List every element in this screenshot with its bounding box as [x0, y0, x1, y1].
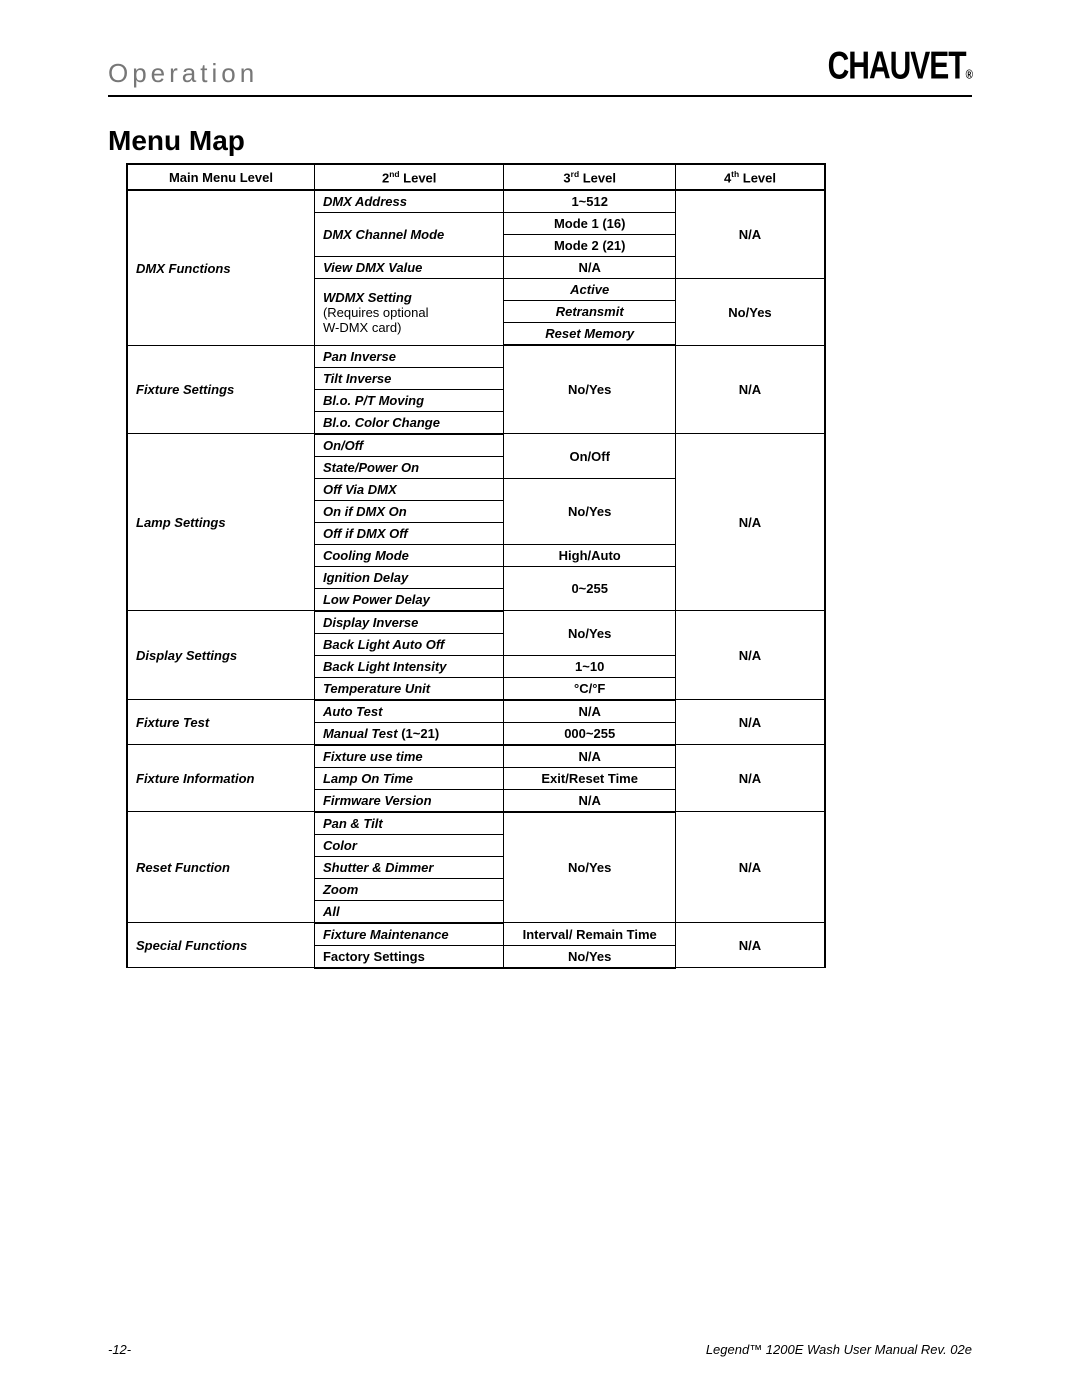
l2: Off Via DMX [314, 478, 503, 500]
menu-map-table: Main Menu Level 2nd Level 3rd Level 4th … [126, 163, 826, 969]
l2: Color [314, 834, 503, 856]
l3: N/A [504, 257, 676, 279]
l4: N/A [675, 812, 825, 923]
l2: Pan Inverse [314, 345, 503, 367]
l3: Interval/ Remain Time [504, 923, 676, 946]
l3: No/Yes [504, 812, 676, 923]
table-row: DMX Functions DMX Address 1~512 N/A [127, 190, 825, 213]
l3: Exit/Reset Time [504, 767, 676, 789]
l2: Auto Test [314, 700, 503, 723]
l3: Mode 1 (16) [504, 213, 676, 235]
l3: N/A [504, 745, 676, 768]
l3: N/A [504, 789, 676, 812]
l2: Factory Settings [314, 945, 503, 968]
l4: No/Yes [675, 279, 825, 346]
logo-text: CHAUVET [828, 45, 966, 88]
l3: No/Yes [504, 945, 676, 968]
l2: State/Power On [314, 456, 503, 478]
page-number: -12- [108, 1342, 131, 1357]
l2: Back Light Intensity [314, 655, 503, 677]
l3: 1~512 [504, 190, 676, 213]
table-row: Fixture Test Auto Test N/A N/A [127, 700, 825, 723]
l2: Zoom [314, 878, 503, 900]
l2: On if DMX On [314, 500, 503, 522]
th-3rd: 3rd Level [504, 164, 676, 190]
l3: Active [504, 279, 676, 301]
section-name: Operation [108, 58, 258, 89]
main-fixture: Fixture Settings [127, 345, 314, 434]
l3: N/A [504, 700, 676, 723]
l2: Fixture use time [314, 745, 503, 768]
l2: On/Off [314, 434, 503, 457]
l2: Ignition Delay [314, 566, 503, 588]
l4: N/A [675, 434, 825, 611]
th-2nd: 2nd Level [314, 164, 503, 190]
l3: High/Auto [504, 544, 676, 566]
l4: N/A [675, 190, 825, 279]
l2: Off if DMX Off [314, 522, 503, 544]
l3: Mode 2 (21) [504, 235, 676, 257]
table-row: Fixture Settings Pan Inverse No/Yes N/A [127, 345, 825, 367]
main-display: Display Settings [127, 611, 314, 700]
l2: View DMX Value [314, 257, 503, 279]
l4: N/A [675, 611, 825, 700]
l2: Tilt Inverse [314, 367, 503, 389]
main-info: Fixture Information [127, 745, 314, 812]
logo-reg: ® [966, 68, 972, 82]
document-page: Operation CHAUVET® Menu Map Main Menu Le… [0, 0, 1080, 1397]
l4: N/A [675, 745, 825, 812]
l2: Low Power Delay [314, 588, 503, 611]
table-row: Reset Function Pan & Tilt No/Yes N/A [127, 812, 825, 835]
th-4th: 4th Level [675, 164, 825, 190]
l3: Reset Memory [504, 323, 676, 346]
l2: Bl.o. Color Change [314, 411, 503, 434]
l2: Pan & Tilt [314, 812, 503, 835]
table-row: Display Settings Display Inverse No/Yes … [127, 611, 825, 634]
l2: All [314, 900, 503, 923]
table-row: Fixture Information Fixture use time N/A… [127, 745, 825, 768]
main-lamp: Lamp Settings [127, 434, 314, 611]
page-title: Menu Map [108, 125, 972, 157]
l3: No/Yes [504, 345, 676, 434]
l2: DMX Address [314, 190, 503, 213]
main-test: Fixture Test [127, 700, 314, 745]
brand-logo: CHAUVET® [828, 45, 972, 89]
table-row: Lamp Settings On/Off On/Off N/A [127, 434, 825, 457]
l2: Firmware Version [314, 789, 503, 812]
doc-title: Legend™ 1200E Wash User Manual Rev. 02e [706, 1342, 972, 1357]
main-special: Special Functions [127, 923, 314, 968]
l2: DMX Channel Mode [314, 213, 503, 257]
l2: Fixture Maintenance [314, 923, 503, 946]
header-row: Main Menu Level 2nd Level 3rd Level 4th … [127, 164, 825, 190]
l4: N/A [675, 345, 825, 434]
th-main: Main Menu Level [127, 164, 314, 190]
l3: No/Yes [504, 611, 676, 656]
l2-wdmx: WDMX Setting (Requires optional W-DMX ca… [314, 279, 503, 346]
l3: On/Off [504, 434, 676, 479]
main-reset: Reset Function [127, 812, 314, 923]
main-dmx: DMX Functions [127, 190, 314, 345]
l4: N/A [675, 700, 825, 745]
l3: °C/°F [504, 677, 676, 700]
page-header: Operation CHAUVET® [108, 55, 972, 97]
l2: Lamp On Time [314, 767, 503, 789]
l3: No/Yes [504, 478, 676, 544]
l2: Shutter & Dimmer [314, 856, 503, 878]
l4: N/A [675, 923, 825, 968]
l2: Back Light Auto Off [314, 633, 503, 655]
l2: Display Inverse [314, 611, 503, 634]
l3: Retransmit [504, 301, 676, 323]
table-row: Special Functions Fixture Maintenance In… [127, 923, 825, 946]
l3: 0~255 [504, 566, 676, 611]
l2-manual: Manual Test (1~21) [314, 722, 503, 745]
l3: 1~10 [504, 655, 676, 677]
l2: Cooling Mode [314, 544, 503, 566]
page-footer: -12- Legend™ 1200E Wash User Manual Rev.… [108, 1342, 972, 1357]
l2: Bl.o. P/T Moving [314, 389, 503, 411]
l2: Temperature Unit [314, 677, 503, 700]
l3: 000~255 [504, 722, 676, 745]
